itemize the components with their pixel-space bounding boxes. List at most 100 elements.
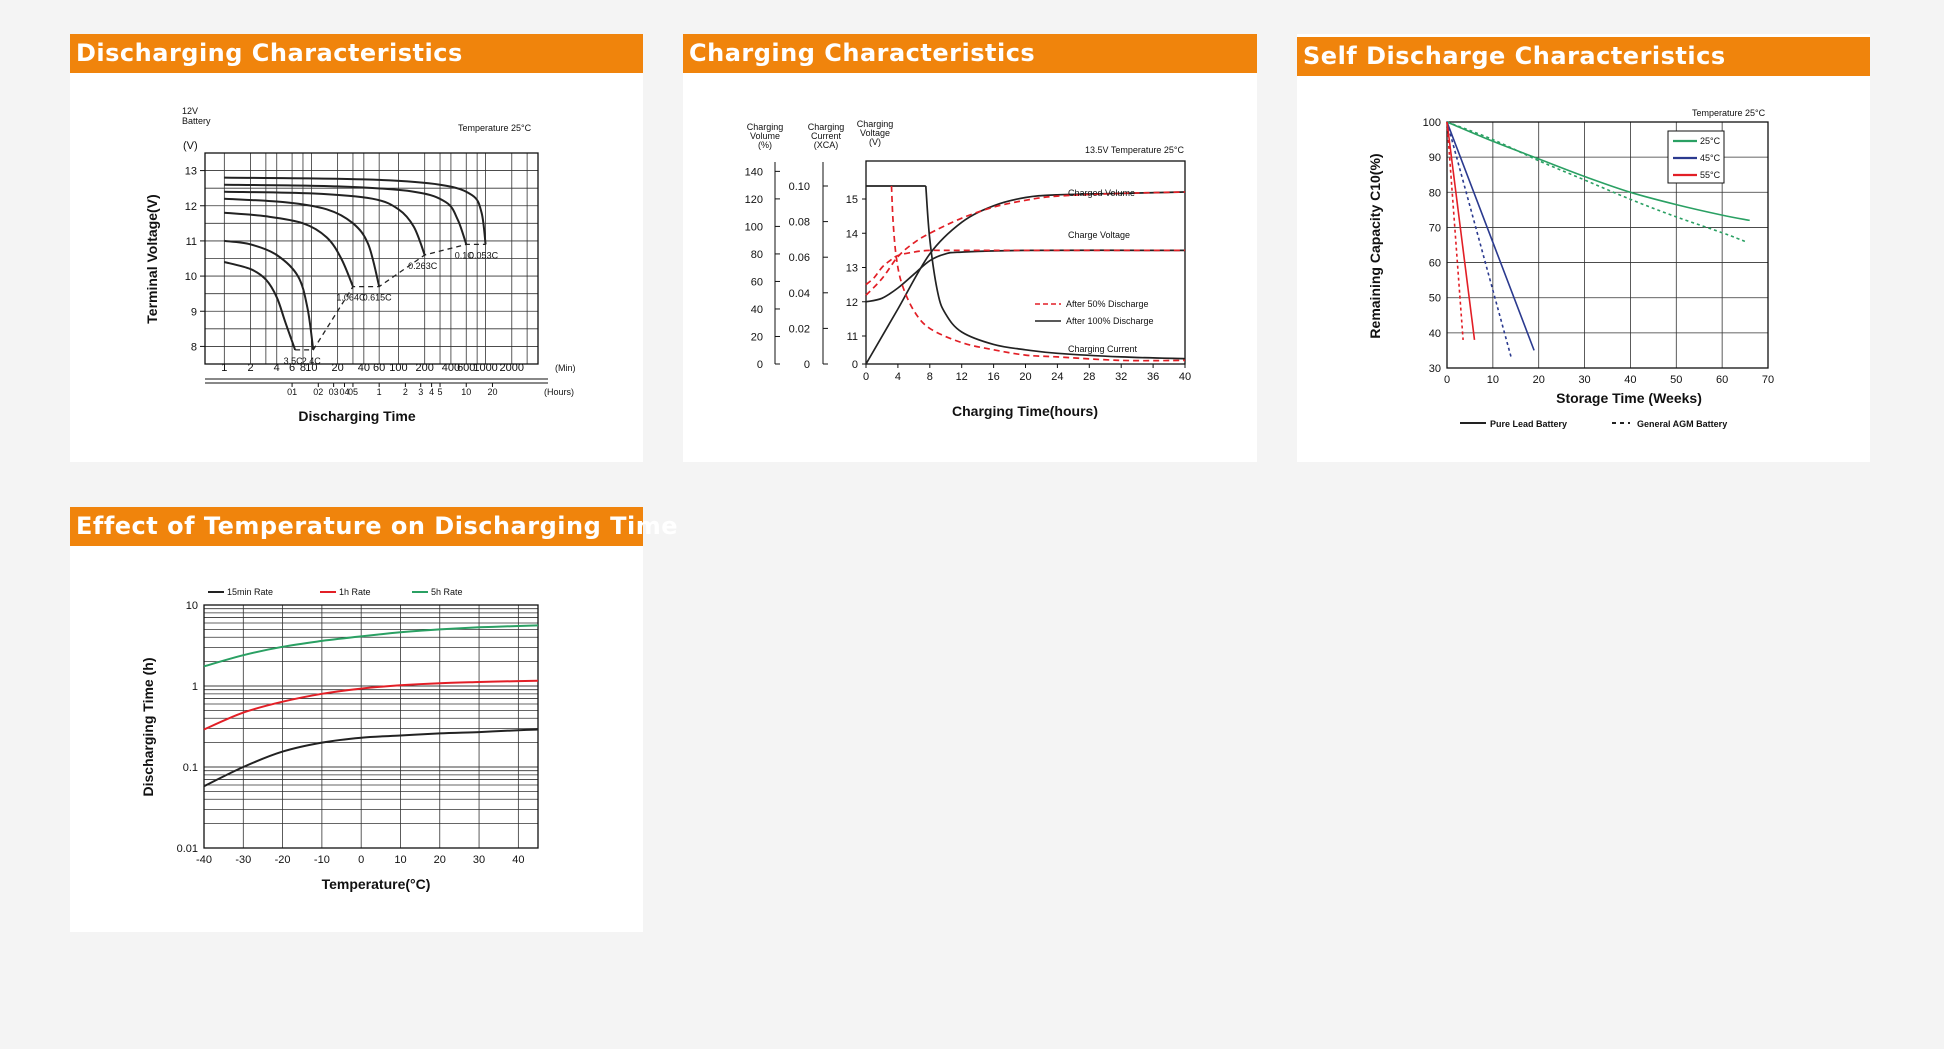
x-tick-label: 40 xyxy=(358,362,370,374)
y-tick-label: 0.1 xyxy=(183,762,198,774)
x-tick-label: -20 xyxy=(275,854,291,866)
x-hour-label: 2 xyxy=(403,387,408,397)
charging-chart: ChargingVolume(%)ChargingCurrent(XCA)Cha… xyxy=(745,119,1191,419)
x-tick-label: 10 xyxy=(394,854,406,866)
x-axis-title: Charging Time(hours) xyxy=(952,403,1098,419)
y-tick-label: 50 xyxy=(1429,293,1441,305)
x-tick-label: -30 xyxy=(235,854,251,866)
x-axis-title: Storage Time (Weeks) xyxy=(1556,390,1702,406)
volume-tick-label: 80 xyxy=(751,249,763,261)
discharging-card: Discharging Characteristics 8 9 10 11 12 13 12… xyxy=(70,34,643,462)
y-tick-label: 30 xyxy=(1429,363,1441,375)
volume-axis-title: Volume xyxy=(750,131,780,141)
battery-label: 12V xyxy=(182,106,198,116)
x-tick-label: 40 xyxy=(1624,374,1636,386)
x-hour-label: 05 xyxy=(348,387,358,397)
legend-label: 45°C xyxy=(1700,153,1721,163)
y-tick-label: 9 xyxy=(191,306,197,318)
y-tick-label: 0.01 xyxy=(177,843,198,855)
discharge-curve xyxy=(224,190,426,256)
current-tick-label: 0.04 xyxy=(789,288,810,300)
volume-axis-title: (%) xyxy=(758,140,772,150)
series-label: 1.064C xyxy=(336,293,366,303)
x-tick-label: 0 xyxy=(1444,374,1450,386)
x-hour-label: 3 xyxy=(418,387,423,397)
y-tick-label: 80 xyxy=(1429,187,1441,199)
x-unit-hours: (Hours) xyxy=(544,387,574,397)
x-tick-label: 50 xyxy=(1670,374,1682,386)
legend-label: 5h Rate xyxy=(431,587,463,597)
x-tick-label: 60 xyxy=(1716,374,1728,386)
capacity-curve xyxy=(1446,121,1476,341)
x-tick-label: 40 xyxy=(1179,371,1191,383)
x-tick-label: 4 xyxy=(895,371,901,383)
plot-frame xyxy=(1446,121,1769,369)
x-tick-label: 1 xyxy=(221,362,227,374)
cutoff-line xyxy=(295,243,486,351)
current-tick-label: 0 xyxy=(804,359,810,371)
x-tick-label: 8 xyxy=(927,371,933,383)
y-tick-label: 8 xyxy=(191,341,197,353)
x-tick-label: -10 xyxy=(314,854,330,866)
self-discharge-card: Self Discharge Characteristics 30 40 50 60 7… xyxy=(1297,34,1870,462)
series-label: 0.053C xyxy=(469,250,499,260)
temperature-note: Temperature 25°C xyxy=(1692,108,1766,118)
legend-label: 25°C xyxy=(1700,136,1721,146)
x-tick-label: 200 xyxy=(416,362,434,374)
voltage-tick-label: 0 xyxy=(852,359,858,371)
x-tick-label: 20 xyxy=(434,854,446,866)
x-hour-label: 03 xyxy=(329,387,339,397)
y-tick-label: 70 xyxy=(1429,222,1441,234)
x-tick-label: 20 xyxy=(331,362,343,374)
x-hour-label: 04 xyxy=(340,387,350,397)
capacity-curve xyxy=(1446,121,1464,340)
x-tick-label: 2000 xyxy=(500,362,524,374)
x-hour-label: 1 xyxy=(377,387,382,397)
charging-card: Charging Characteristics Charging Volume(… xyxy=(683,34,1257,462)
x-tick-label: 12 xyxy=(956,371,968,383)
x-tick-label: -40 xyxy=(196,854,212,866)
curve-label: Charged Volume xyxy=(1068,188,1135,198)
volume-tick-label: 40 xyxy=(751,304,763,316)
y-tick-label: 100 xyxy=(1423,117,1441,129)
x-tick-label: 28 xyxy=(1083,371,1095,383)
x-tick-label: 20 xyxy=(1019,371,1031,383)
series-label: 2.4C xyxy=(302,356,322,366)
discharge-curve xyxy=(224,211,354,287)
discharge-curve xyxy=(224,239,315,351)
unit-label: (V) xyxy=(183,140,198,152)
x-tick-label: 2 xyxy=(247,362,253,374)
voltage-curve xyxy=(865,249,1185,286)
card-title: Discharging Characteristics xyxy=(70,34,643,73)
current-axis-title: Current xyxy=(811,131,842,141)
legend-label: 15min Rate xyxy=(227,587,273,597)
series-label: 0.615C xyxy=(363,293,393,303)
y-tick-label: 13 xyxy=(185,166,197,178)
discharge-curve xyxy=(224,197,381,287)
legend-label: After 50% Discharge xyxy=(1066,299,1149,309)
voltage-axis-title: (V) xyxy=(869,137,881,147)
y-tick-label: 1 xyxy=(192,681,198,693)
y-tick-label: 60 xyxy=(1429,258,1441,270)
legend-label: 1h Rate xyxy=(339,587,371,597)
x-tick-label: 30 xyxy=(473,854,485,866)
card-title: Self Discharge Characteristics xyxy=(1297,37,1870,76)
legend-label: After 100% Discharge xyxy=(1066,316,1154,326)
volume-tick-label: 100 xyxy=(745,221,763,233)
y-tick-label: 10 xyxy=(185,271,197,283)
x-tick-label: 40 xyxy=(512,854,524,866)
x-unit-minutes: (Min) xyxy=(555,363,576,373)
card-title: Effect of Temperature on Discharging Tim… xyxy=(70,507,678,546)
x-hour-label: 10 xyxy=(461,387,471,397)
capacity-curve xyxy=(1446,121,1746,243)
y-tick-label: 90 xyxy=(1429,152,1441,164)
x-tick-label: 10 xyxy=(1487,374,1499,386)
plot-frame xyxy=(865,160,1186,365)
self-discharge-chart: 30 40 50 60 70 80 90 100 0 10 20 30 40 50 60 70 Temperat… xyxy=(1367,108,1774,429)
y-axis-title: Remaining Capacity C10(%) xyxy=(1367,153,1383,338)
x-axis-title: Temperature(°C) xyxy=(322,876,431,892)
curve-label: Charge Voltage xyxy=(1068,230,1130,240)
volume-tick-label: 140 xyxy=(745,166,763,178)
x-tick-label: 36 xyxy=(1147,371,1159,383)
